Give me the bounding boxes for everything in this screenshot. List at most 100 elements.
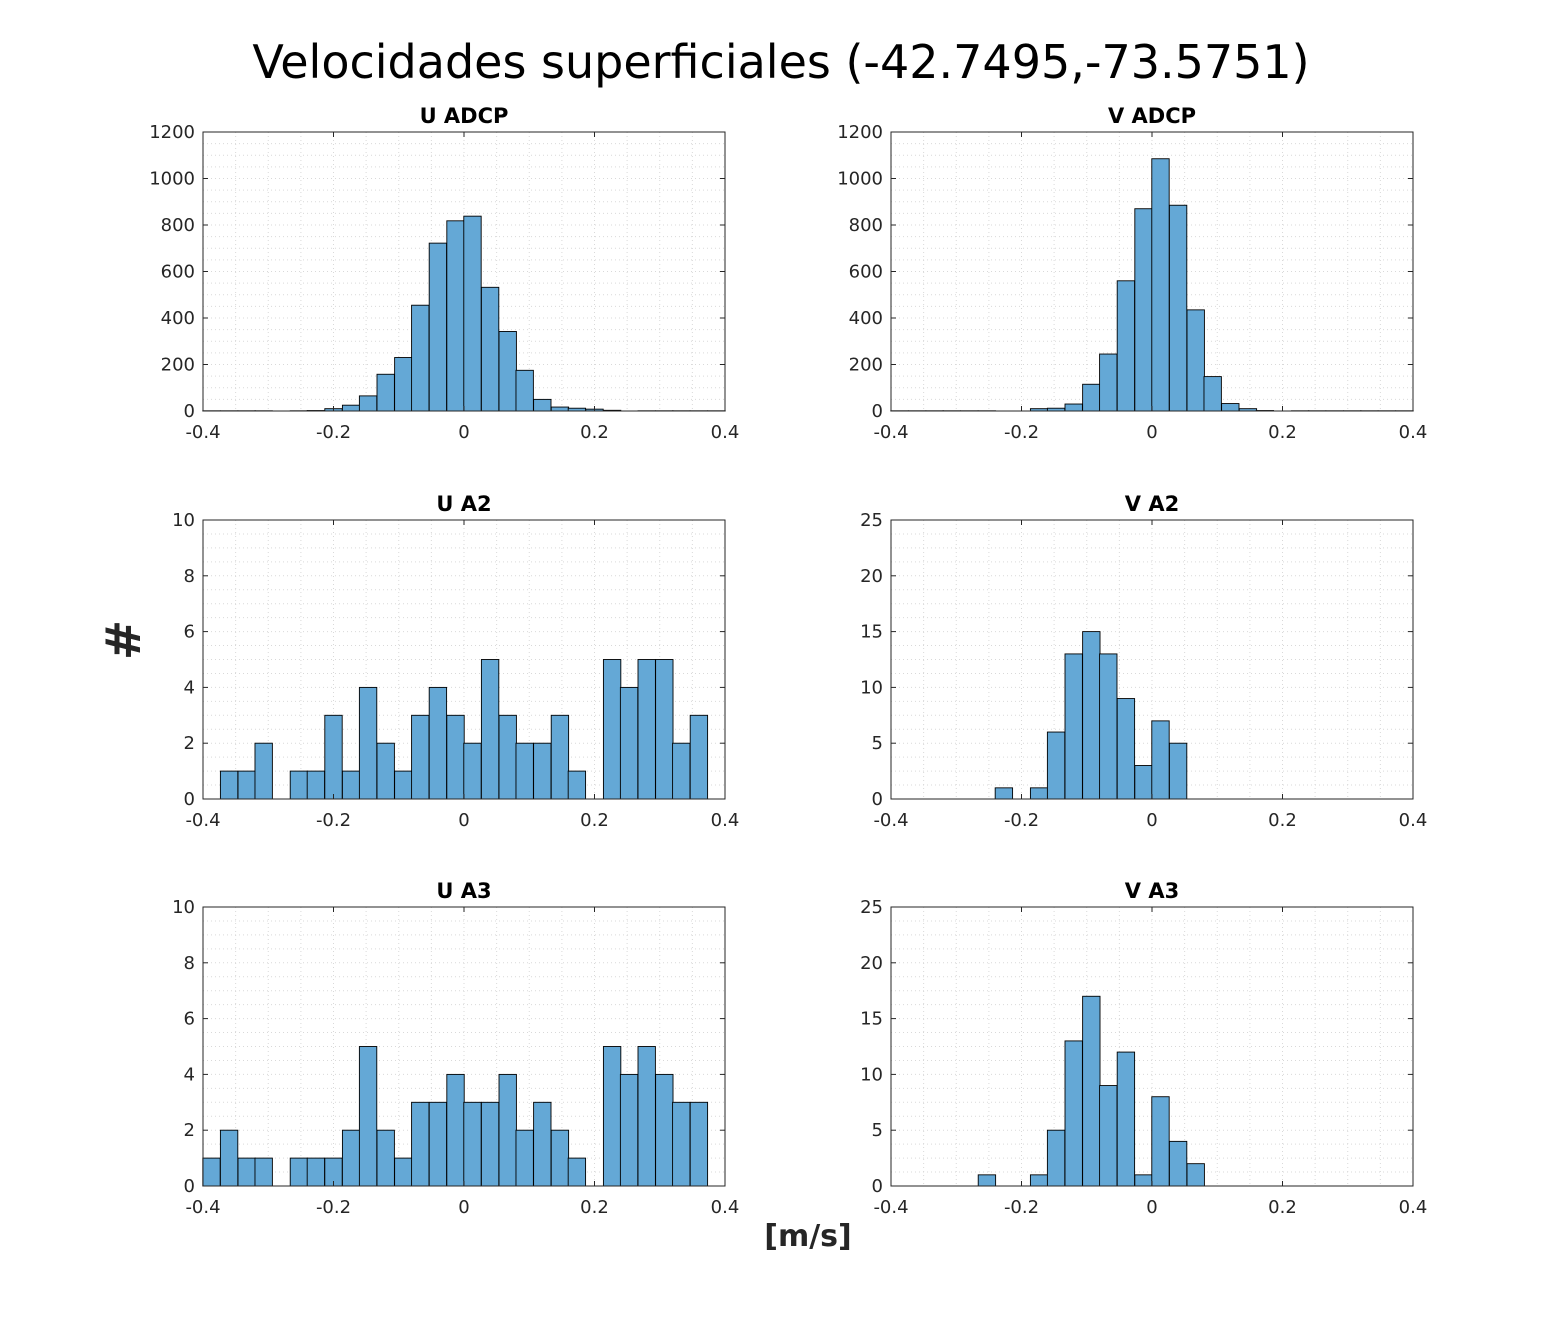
histogram-bar — [1151, 720, 1170, 800]
histogram-bar — [1186, 309, 1205, 412]
y-tick-label: 0 — [872, 401, 883, 422]
panel-title: V ADCP — [1108, 104, 1196, 128]
histogram-panel: -0.4 -0.2 0 0.2 0.4 0 5 10 15 20 25 V A2 — [860, 492, 1427, 831]
histogram-bar — [237, 1157, 256, 1187]
histogram-bar — [411, 1101, 430, 1187]
x-tick-label: 0.2 — [580, 1197, 609, 1218]
x-tick-label: -0.2 — [316, 810, 351, 831]
histogram-bar — [515, 1129, 534, 1187]
histogram-bar — [254, 742, 273, 800]
x-tick-label: 0.2 — [1268, 422, 1297, 443]
y-tick-label: 1000 — [837, 169, 883, 190]
x-tick-label: 0.4 — [1399, 810, 1428, 831]
x-tick-label: 0.4 — [711, 422, 740, 443]
bars — [219, 659, 709, 800]
histogram-bar — [411, 714, 430, 800]
histogram-bar — [1082, 631, 1101, 800]
x-tick-label: 0 — [458, 810, 469, 831]
histogram-bar — [411, 304, 430, 412]
histogram-bar — [550, 406, 570, 412]
y-tick-label: 6 — [184, 622, 195, 643]
x-tick-label: -0.2 — [316, 422, 351, 443]
y-tick-label: 5 — [872, 1120, 883, 1141]
histogram-bar — [428, 242, 448, 412]
histogram-bar — [994, 787, 1014, 800]
x-tick-label: 0.2 — [580, 422, 609, 443]
y-tick-label: 600 — [161, 262, 195, 283]
histogram-bar — [394, 1157, 413, 1187]
y-tick-label: 20 — [860, 953, 883, 974]
histogram-bar — [533, 398, 552, 412]
histogram-bar — [306, 770, 326, 800]
histogram-bar — [619, 1073, 639, 1187]
histogram-bar — [376, 1129, 395, 1187]
histogram-panel: -0.4 -0.2 0 0.2 0.4 0 5 10 15 20 25 V A3 — [860, 879, 1427, 1218]
y-tick-label: 1000 — [149, 169, 195, 190]
histogram-bar — [219, 770, 239, 800]
x-tick-label: 0 — [458, 1197, 469, 1218]
histogram-bar — [1064, 1040, 1083, 1187]
histogram-bar — [428, 686, 448, 800]
panel-title: V A3 — [1125, 879, 1179, 903]
x-tick-label: 0.2 — [1268, 1197, 1297, 1218]
histogram-bar — [1168, 742, 1188, 800]
x-tick-label: -0.2 — [316, 1197, 351, 1218]
x-tick-label: 0.4 — [1399, 1197, 1428, 1218]
y-tick-label: 0 — [184, 401, 195, 422]
histogram-bar — [463, 215, 482, 412]
histogram-bar — [550, 714, 570, 800]
x-tick-label: 0.2 — [1268, 810, 1297, 831]
x-tick-label: 0 — [458, 422, 469, 443]
y-tick-label: 15 — [860, 622, 883, 643]
histogram-bar — [533, 1101, 552, 1187]
histogram-bar — [446, 714, 465, 800]
figure-x-label: [m/s] — [764, 1219, 852, 1254]
panel-title: U A2 — [436, 492, 491, 516]
histogram-bar — [977, 1174, 997, 1187]
figure-y-label: # — [96, 620, 152, 660]
histogram-bar — [1064, 403, 1083, 412]
histogram-bar — [1168, 1140, 1188, 1187]
histogram-bar — [1029, 1174, 1049, 1187]
histogram-bar — [394, 770, 413, 800]
y-tick-label: 25 — [860, 510, 883, 531]
histogram-bar — [254, 1157, 273, 1187]
y-tick-label: 400 — [849, 308, 883, 329]
histogram-bar — [672, 742, 691, 800]
y-tick-label: 0 — [872, 1176, 883, 1197]
y-tick-label: 10 — [172, 897, 195, 918]
y-tick-label: 10 — [172, 510, 195, 531]
histogram-bar — [637, 659, 656, 800]
histogram-bar — [1046, 731, 1066, 800]
histogram-bar — [1046, 1129, 1066, 1187]
y-tick-label: 800 — [849, 215, 883, 236]
figure-title: Velocidades superficiales (-42.7495,-73.… — [252, 35, 1309, 89]
histogram-bar — [394, 357, 413, 412]
x-tick-label: -0.2 — [1004, 422, 1039, 443]
histogram-bar — [1082, 383, 1101, 412]
y-tick-label: 600 — [849, 262, 883, 283]
histogram-bar — [602, 1046, 622, 1187]
histogram-bar — [1151, 158, 1170, 412]
histogram-bar — [480, 286, 500, 412]
y-tick-label: 10 — [860, 677, 883, 698]
histogram-bar — [1186, 1163, 1205, 1187]
histogram-bar — [376, 742, 395, 800]
x-tick-label: -0.4 — [873, 1197, 908, 1218]
histogram-bar — [498, 331, 517, 412]
y-tick-label: 20 — [860, 566, 883, 587]
histogram-bar — [655, 1073, 674, 1187]
histogram-bar — [602, 659, 622, 800]
histogram-bar — [498, 1073, 517, 1187]
panel-title: V A2 — [1125, 492, 1179, 516]
y-tick-label: 2 — [184, 733, 195, 754]
y-tick-label: 0 — [872, 789, 883, 810]
histogram-bar — [237, 770, 256, 800]
bars — [994, 631, 1188, 800]
histogram-bar — [672, 1101, 691, 1187]
histogram-bar — [324, 714, 343, 800]
x-tick-label: 0 — [1146, 422, 1157, 443]
histogram-bar — [637, 1046, 656, 1187]
y-tick-label: 800 — [161, 215, 195, 236]
